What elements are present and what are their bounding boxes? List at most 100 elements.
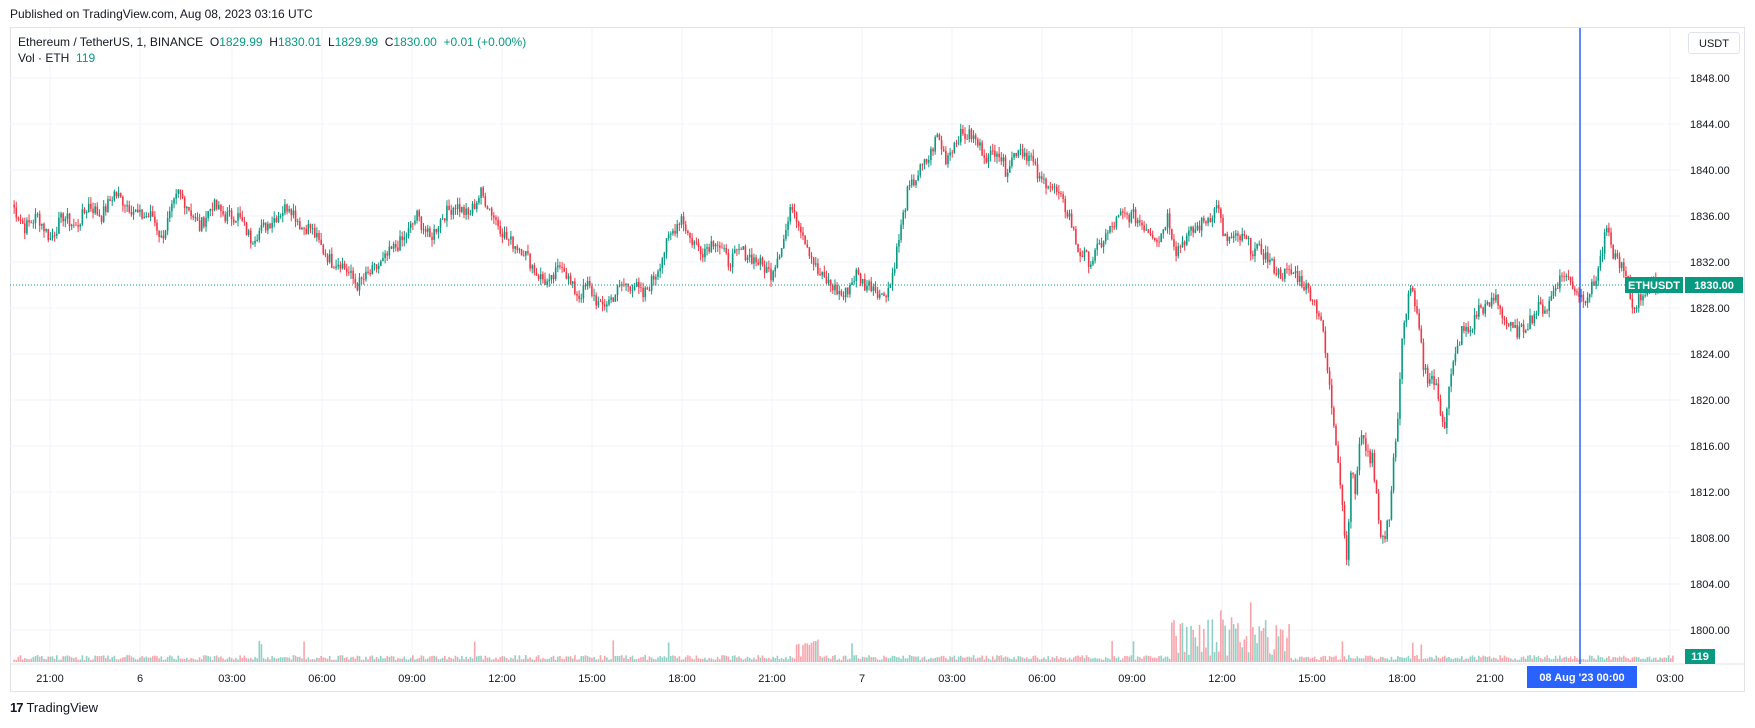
volume-bar xyxy=(531,659,534,662)
candle-body xyxy=(1288,269,1290,271)
volume-bar xyxy=(322,657,325,662)
volume-bar xyxy=(904,658,907,662)
volume-bar xyxy=(1313,656,1316,662)
volume-bar xyxy=(514,655,516,662)
candle-body xyxy=(661,258,664,269)
candle-body xyxy=(821,271,823,276)
candle-body xyxy=(874,286,877,291)
chart-frame[interactable] xyxy=(10,27,1745,692)
volume-bar xyxy=(787,659,789,662)
candle-body xyxy=(1006,172,1009,177)
symbol-title[interactable]: Ethereum / TetherUS, 1, BINANCE xyxy=(18,35,204,49)
volume-bar xyxy=(243,655,246,662)
volume-bar xyxy=(979,657,981,662)
volume-bar xyxy=(593,656,595,662)
candle-body xyxy=(305,228,308,235)
volume-bar xyxy=(177,655,180,662)
volume-bar xyxy=(663,656,666,662)
candle-body xyxy=(102,206,105,222)
open-value: 1829.99 xyxy=(219,35,263,49)
candle-body xyxy=(1075,229,1077,245)
volume-bar xyxy=(1614,657,1617,662)
volume-bar xyxy=(571,658,574,662)
candle-body xyxy=(1104,233,1107,242)
candle-body xyxy=(1032,155,1035,162)
volume-bar xyxy=(1397,656,1399,662)
candle-body xyxy=(851,282,853,286)
candle-body xyxy=(606,304,608,307)
candle-body xyxy=(1220,208,1222,218)
volume-bar xyxy=(942,656,945,662)
volume-bar xyxy=(292,655,295,662)
candle-body xyxy=(569,276,572,284)
high-value: 1830.01 xyxy=(277,35,322,49)
volume-bar xyxy=(693,659,696,662)
volume-bar xyxy=(1262,628,1265,662)
volume-bar xyxy=(53,658,56,662)
volume-bar xyxy=(804,643,806,662)
candle-body xyxy=(209,209,212,211)
volume-bar xyxy=(164,659,167,662)
crosshair-time-tag xyxy=(1527,666,1637,688)
candle-body xyxy=(1311,300,1314,302)
time-tick-label: 09:00 xyxy=(1118,673,1146,685)
volume-bar xyxy=(362,659,365,662)
volume-bar xyxy=(578,659,580,662)
volume-bar xyxy=(1066,659,1069,662)
candle-body xyxy=(245,222,248,236)
candle-body xyxy=(341,263,344,269)
candle-body xyxy=(855,269,858,282)
candle-body xyxy=(1222,217,1224,237)
volume-bar xyxy=(1548,658,1551,662)
volume-bar xyxy=(1277,636,1280,662)
volume-bar xyxy=(1318,659,1320,662)
candle-body xyxy=(817,263,819,275)
candle-body xyxy=(17,217,20,220)
volume-bar xyxy=(989,659,992,662)
volume-bar xyxy=(345,656,348,662)
candle-body xyxy=(222,210,224,215)
volume-bar xyxy=(1456,657,1459,662)
volume-label[interactable]: Vol · ETH xyxy=(18,51,70,65)
candle-body xyxy=(254,240,256,244)
currency-button[interactable]: USDT xyxy=(1688,32,1740,54)
volume-bar xyxy=(441,657,444,662)
volume-bar xyxy=(215,655,218,662)
volume-bar xyxy=(343,657,346,662)
volume-bar xyxy=(198,657,201,662)
candle-body xyxy=(90,203,92,209)
volume-bar xyxy=(759,657,762,662)
low-label: L xyxy=(328,35,335,49)
candle-body xyxy=(1079,252,1081,256)
volume-bar xyxy=(800,656,802,662)
volume-bar xyxy=(507,659,510,662)
candle-body xyxy=(53,235,56,237)
volume-bar xyxy=(810,642,813,662)
volume-bar xyxy=(305,659,308,662)
low-value: 1829.99 xyxy=(334,35,379,49)
volume-bar xyxy=(1147,655,1150,662)
candle-body xyxy=(1356,470,1359,494)
candle-body xyxy=(757,262,760,265)
volume-bar xyxy=(829,658,832,662)
candle-body xyxy=(497,219,499,227)
tradingview-logo[interactable]: 17 TradingView xyxy=(10,700,98,715)
candle-body xyxy=(706,247,708,249)
volume-bar xyxy=(1648,656,1651,662)
candle-body xyxy=(1234,233,1237,236)
candle-body xyxy=(1002,157,1005,162)
volume-bar xyxy=(1411,642,1414,662)
candle-body xyxy=(335,266,337,268)
candle-body xyxy=(642,287,644,298)
candle-body xyxy=(1260,243,1263,254)
volume-bar xyxy=(1207,619,1209,662)
candle-body xyxy=(1213,208,1216,219)
candle-body xyxy=(1053,186,1056,188)
candle-body xyxy=(448,205,450,211)
volume-bar xyxy=(1009,658,1011,662)
volume-bar xyxy=(1503,655,1506,662)
volume-bar xyxy=(996,655,998,662)
volume-bar xyxy=(51,656,54,662)
candle-body xyxy=(565,271,568,279)
